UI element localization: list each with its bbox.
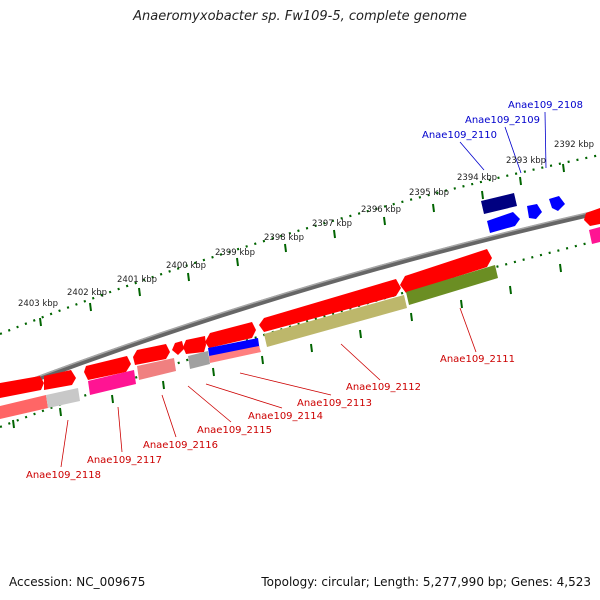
minor-ring-tick (111, 394, 114, 404)
genome-summary-text: Topology: circular; Length: 5,277,990 bp… (261, 575, 591, 589)
gene-arrow (172, 341, 184, 355)
minor-ring-tick (509, 285, 512, 295)
gene-band (0, 395, 48, 419)
gene-label: Anae109_2112 (346, 382, 421, 393)
gene-label-leader (60, 419, 69, 468)
accession-text: Accession: NC_009675 (9, 575, 146, 589)
major-tick (333, 229, 336, 239)
minor-ring-tick (460, 299, 463, 309)
ruler-tick-label: 2398 kbp (264, 233, 304, 243)
backbone-highlight (0, 209, 600, 392)
gene-band (46, 388, 80, 408)
gene-arrow (183, 336, 206, 354)
gene-label: Anae109_2115 (197, 425, 272, 436)
gene-band (209, 346, 261, 363)
gene-band (264, 295, 407, 347)
gene-band (589, 227, 600, 244)
minor-ring-tick (12, 419, 15, 429)
gene-label-leader (459, 307, 477, 353)
leader-layer (60, 111, 547, 468)
gene-label-leader (459, 141, 485, 171)
ruler-tick-label: 2402 kbp (67, 288, 107, 298)
ruler-tick-label: 2396 kbp (361, 205, 401, 215)
ruler-tick-label: 2399 kbp (215, 248, 255, 258)
minor-ring-tick (310, 343, 313, 353)
major-tick (187, 272, 190, 282)
gene-arrow (84, 356, 131, 380)
gene-band (137, 358, 176, 380)
minor-ring-tick (162, 380, 165, 390)
minor-ring-tick (212, 367, 215, 377)
gene-label-leader (187, 385, 232, 423)
gene-label-leader (117, 406, 123, 453)
outer-tick-ring (0, 153, 600, 336)
major-tick (383, 216, 386, 226)
text-layer: 2403 kbp 2402 kbp 2401 kbp 2400 kbp 2399 kbp… (18, 100, 594, 481)
minor-ring-tick (410, 312, 413, 322)
gene-band (406, 265, 498, 305)
major-tick (432, 203, 435, 213)
gene-arrow (400, 249, 492, 293)
backbone-layer (0, 209, 600, 396)
gene-label: Anae109_2109 (465, 115, 540, 126)
gene-label-leader (205, 383, 283, 409)
gene-layer (0, 193, 600, 419)
gene-label-leader (161, 394, 177, 438)
gene-label: Anae109_2110 (422, 130, 497, 141)
gene-arrow-blue (549, 196, 565, 211)
gene-label: Anae109_2113 (297, 398, 372, 409)
gene-arrow (133, 344, 170, 365)
gene-arrow-blue (481, 193, 517, 214)
ruler-tick-label: 2394 kbp (457, 173, 497, 183)
gene-label: Anae109_2111 (440, 354, 515, 365)
ruler-tick-label: 2400 kbp (166, 261, 206, 271)
major-tick (39, 317, 42, 327)
gene-label-leader (340, 343, 381, 381)
major-tick (138, 287, 141, 297)
inner-tick-ring (0, 238, 600, 429)
ruler-tick-label: 2403 kbp (18, 299, 58, 309)
minor-ring-tick (261, 355, 264, 365)
gene-arrow (0, 376, 44, 398)
gene-label-leader (544, 111, 547, 169)
ruler-tick-label: 2393 kbp (506, 156, 546, 166)
gene-arrow-blue (527, 204, 542, 219)
ruler-tick-label: 2397 kbp (312, 219, 352, 229)
minor-ring-tick (359, 329, 362, 339)
gene-label: Anae109_2108 (508, 100, 583, 111)
major-tick (562, 163, 565, 173)
minor-ring-tick (59, 407, 62, 417)
gene-arrow (205, 322, 256, 348)
gene-band (88, 370, 136, 395)
major-tick (236, 257, 239, 267)
gene-label: Anae109_2116 (143, 440, 218, 451)
backbone-line (0, 209, 600, 396)
gene-label: Anae109_2114 (248, 411, 323, 422)
ruler-tick-label: 2395 kbp (409, 188, 449, 198)
gene-arrow (259, 279, 401, 332)
minor-ring-tick (559, 263, 562, 273)
major-tick (481, 190, 484, 200)
gene-band (188, 351, 210, 369)
gene-label: Anae109_2117 (87, 455, 162, 466)
major-tick (284, 243, 287, 253)
ruler-tick-label: 2401 kbp (117, 275, 157, 285)
gene-label: Anae109_2118 (26, 470, 101, 481)
gene-arrow (584, 208, 600, 226)
gene-arrow (44, 370, 76, 390)
major-tick (519, 176, 522, 186)
gene-arrow-blue (487, 212, 520, 233)
gene-label-leader (504, 126, 522, 174)
map-title: Anaeromyxobacter sp. Fw109-5, complete g… (133, 9, 467, 24)
major-tick (89, 302, 92, 312)
tick-layer (0, 153, 600, 429)
gene-label-leader (239, 372, 332, 396)
ruler-tick-label: 2392 kbp (554, 140, 594, 150)
